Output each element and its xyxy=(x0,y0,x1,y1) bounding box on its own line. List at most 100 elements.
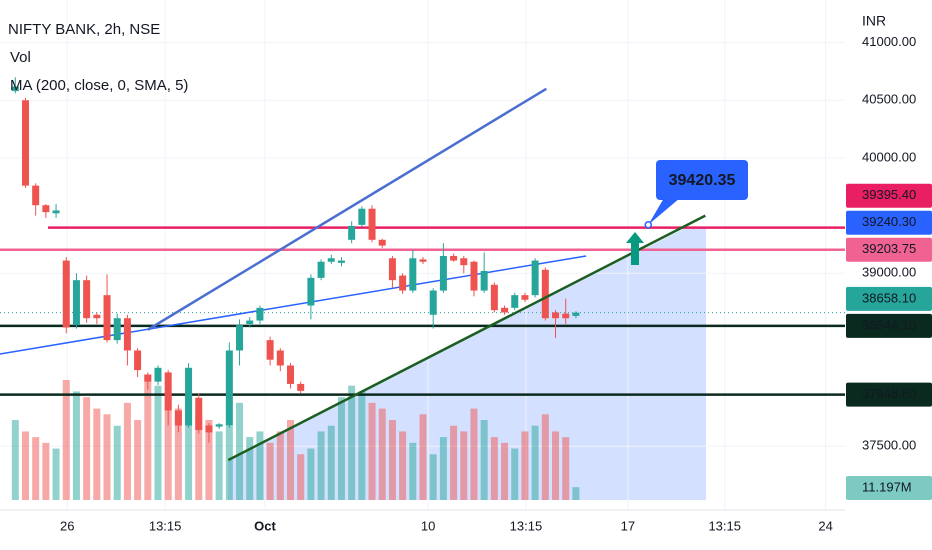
volume-bar xyxy=(164,397,172,500)
volume-bar xyxy=(348,385,356,500)
chart-title: NIFTY BANK, 2h, NSE xyxy=(8,21,160,38)
volume-bar xyxy=(236,402,244,500)
x-tick-label: 17 xyxy=(621,518,635,533)
candle-body xyxy=(93,314,101,319)
candle-body xyxy=(307,277,315,306)
candle-body xyxy=(62,260,70,328)
volume-bar xyxy=(266,442,274,500)
volume-bar xyxy=(562,437,570,500)
candle-body xyxy=(388,258,396,281)
x-tick-label: 24 xyxy=(818,518,832,533)
candle-body xyxy=(378,239,386,246)
volume-bar xyxy=(113,425,121,500)
candle-body xyxy=(521,295,529,300)
volume-bar xyxy=(297,454,305,500)
candle-body xyxy=(337,260,345,263)
drawings-layer: 39420.35 xyxy=(147,87,748,462)
projection-area xyxy=(228,228,706,500)
candle-body xyxy=(174,410,182,426)
candle-body xyxy=(83,280,91,319)
legend-ma: MA (200, close, 0, SMA, 5) xyxy=(10,77,188,94)
volume-bar xyxy=(93,408,101,500)
price-axis: 41000.00 40500.00 40000.00 39000.00 37500.00… xyxy=(846,34,932,500)
volume-bar xyxy=(287,420,295,500)
volume-bar xyxy=(185,391,193,500)
candle-body xyxy=(164,372,172,411)
volume-bar xyxy=(134,420,142,500)
levels-layer xyxy=(0,226,845,396)
candle-body xyxy=(123,318,131,351)
x-tick-label: 13:15 xyxy=(510,518,543,533)
volume-bar xyxy=(144,374,152,500)
volume-bar xyxy=(409,442,417,500)
volume-bar xyxy=(419,414,427,500)
volume-bar xyxy=(501,442,509,500)
price-label: 38544.10 xyxy=(862,317,916,332)
candle-body xyxy=(562,313,570,319)
y-tick-label: 37500.00 xyxy=(862,438,916,453)
volume-bar xyxy=(317,431,325,500)
candle-body xyxy=(429,290,437,315)
price-label-bg xyxy=(846,183,932,208)
candles-layer xyxy=(11,77,580,443)
x-tick-label: Oct xyxy=(254,518,276,533)
candle-body xyxy=(215,424,223,427)
candle-body xyxy=(236,325,244,351)
volume-bar xyxy=(225,425,233,500)
volume-bar xyxy=(368,402,376,500)
candle-body xyxy=(256,307,264,321)
y-tick-label: 40500.00 xyxy=(862,92,916,107)
candle-body xyxy=(439,255,447,291)
candle-body xyxy=(317,261,325,278)
callout-label: 39420.35 xyxy=(669,172,736,189)
candle-body xyxy=(287,365,295,384)
moving-average xyxy=(0,255,587,355)
price-label-bg xyxy=(846,237,932,262)
candle-body xyxy=(205,425,213,433)
price-label: 39395.40 xyxy=(862,187,916,202)
candle-body xyxy=(185,367,193,426)
volume-bar xyxy=(511,448,519,500)
candle-body xyxy=(450,255,458,261)
candle-body xyxy=(246,320,254,324)
candle-body xyxy=(266,340,274,360)
volume-bar xyxy=(11,420,19,500)
candle-body xyxy=(42,205,50,213)
volume-bar xyxy=(83,397,91,500)
candle-body xyxy=(195,397,203,431)
volume-bar xyxy=(72,391,80,500)
volume-bar xyxy=(307,448,315,500)
volume-bar xyxy=(42,442,50,500)
trendline xyxy=(147,87,547,331)
volume-bar xyxy=(490,437,498,500)
x-tick-label: 13:15 xyxy=(149,518,182,533)
x-tick-label: 26 xyxy=(60,518,74,533)
currency: INR xyxy=(862,13,886,29)
candle-body xyxy=(490,284,498,311)
volume-bar xyxy=(429,454,437,500)
volume-bar xyxy=(103,414,111,500)
price-label-bg xyxy=(846,313,932,338)
volume-bar xyxy=(337,397,345,500)
volume-bar xyxy=(450,425,458,500)
price-label-bg xyxy=(846,286,932,311)
candle-body xyxy=(327,258,335,262)
y-tick-label: 40000.00 xyxy=(862,149,916,164)
volume-bar xyxy=(215,431,223,500)
callout-box xyxy=(656,160,748,200)
candle-body xyxy=(297,383,305,391)
up-arrow xyxy=(626,232,644,265)
volume-bar xyxy=(541,414,549,500)
candle-body xyxy=(144,374,152,382)
volume-label-bg xyxy=(846,476,932,500)
price-label: 38658.10 xyxy=(862,290,916,305)
volume-bar xyxy=(174,408,182,500)
candle-body xyxy=(358,208,366,225)
y-tick-label: 39000.00 xyxy=(862,265,916,280)
volume-bar xyxy=(521,431,529,500)
volume-bar xyxy=(256,431,264,500)
volume-bar xyxy=(195,414,203,500)
price-label-bg xyxy=(846,382,932,407)
volume-bar xyxy=(470,408,478,500)
